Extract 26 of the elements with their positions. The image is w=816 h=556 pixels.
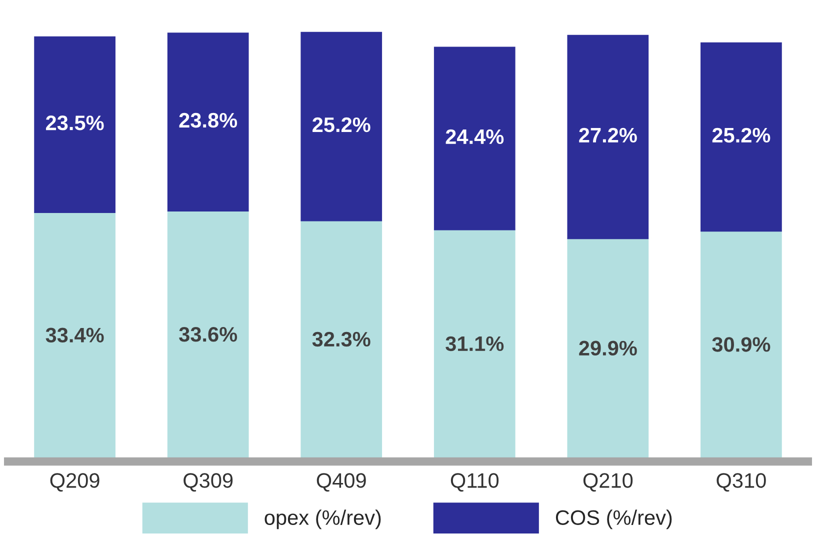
x-tick-label: Q210 (583, 473, 633, 492)
data-label: 29.9% (579, 340, 637, 356)
data-label: 31.1% (446, 336, 504, 352)
data-label: 33.4% (46, 328, 104, 343)
bar (567, 34, 649, 240)
bar (300, 32, 382, 222)
x-tick-label: Q409 (316, 473, 366, 492)
data-label: 30.9% (712, 337, 770, 352)
data-label: 25.2% (712, 128, 770, 143)
x-tick-label: Q309 (184, 473, 233, 492)
data-label: 33.6% (179, 327, 238, 342)
data-label: 27.2% (579, 128, 637, 143)
legend-label: COS (%/rev) (556, 510, 672, 530)
bar (434, 46, 516, 230)
bar (34, 36, 116, 214)
data-label: 23.8% (179, 112, 238, 128)
x-tick-label: Q209 (50, 473, 100, 492)
data-label: 23.5% (46, 116, 104, 130)
data-label: 25.2% (312, 117, 370, 132)
x-tick-label: Q310 (716, 473, 766, 492)
data-label: 32.3% (312, 332, 370, 347)
data-label: 24.4% (446, 129, 504, 144)
bar (167, 32, 249, 212)
bar (700, 42, 782, 232)
legend-label: opex (%/rev) (264, 510, 381, 530)
x-tick-label: Q110 (450, 473, 499, 492)
